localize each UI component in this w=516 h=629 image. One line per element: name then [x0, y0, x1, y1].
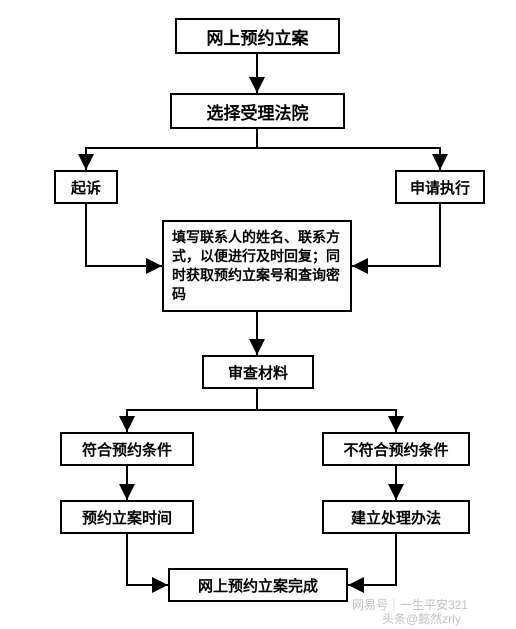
node-label: 符合预约条件: [82, 439, 172, 460]
node-select-court: 选择受理法院: [170, 93, 345, 129]
node-schedule-time: 预约立案时间: [60, 500, 194, 534]
node-label: 起诉: [71, 177, 101, 198]
node-establish-handling: 建立处理办法: [322, 500, 470, 534]
node-fill-contact: 填写联系人的姓名、联系方式，以便进行及时回复；同时获取预约立案号和查询密码: [162, 220, 352, 312]
node-label: 网上预约立案: [207, 24, 309, 49]
watermark-2: 头条@懿然zrly: [382, 610, 461, 627]
flowchart-canvas: 网上预约立案 选择受理法院 起诉 申请执行 填写联系人的姓名、联系方式，以便进行…: [0, 0, 516, 629]
node-sue: 起诉: [54, 170, 118, 204]
edge: [86, 204, 162, 266]
node-label: 网上预约立案完成: [198, 575, 318, 596]
edge: [257, 389, 396, 432]
node-complete: 网上预约立案完成: [168, 568, 348, 602]
edge: [348, 534, 396, 585]
node-online-appointment: 网上预约立案: [175, 18, 340, 54]
node-label: 预约立案时间: [82, 507, 172, 528]
node-label: 审查材料: [228, 362, 288, 383]
edge: [86, 129, 257, 170]
node-label: 建立处理办法: [351, 507, 441, 528]
node-label: 申请执行: [410, 177, 470, 198]
node-review-materials: 审查材料: [202, 355, 314, 389]
edge: [352, 204, 440, 266]
node-conditions-met: 符合预约条件: [60, 432, 194, 466]
node-label: 填写联系人的姓名、联系方式，以便进行及时回复；同时获取预约立案号和查询密码: [172, 228, 342, 304]
edge: [127, 534, 168, 585]
node-conditions-not-met: 不符合预约条件: [322, 432, 470, 466]
node-label: 选择受理法院: [207, 99, 309, 124]
edge: [257, 129, 440, 170]
edge: [127, 389, 257, 432]
node-label: 不符合预约条件: [343, 439, 448, 460]
node-apply-execution: 申请执行: [395, 170, 485, 204]
